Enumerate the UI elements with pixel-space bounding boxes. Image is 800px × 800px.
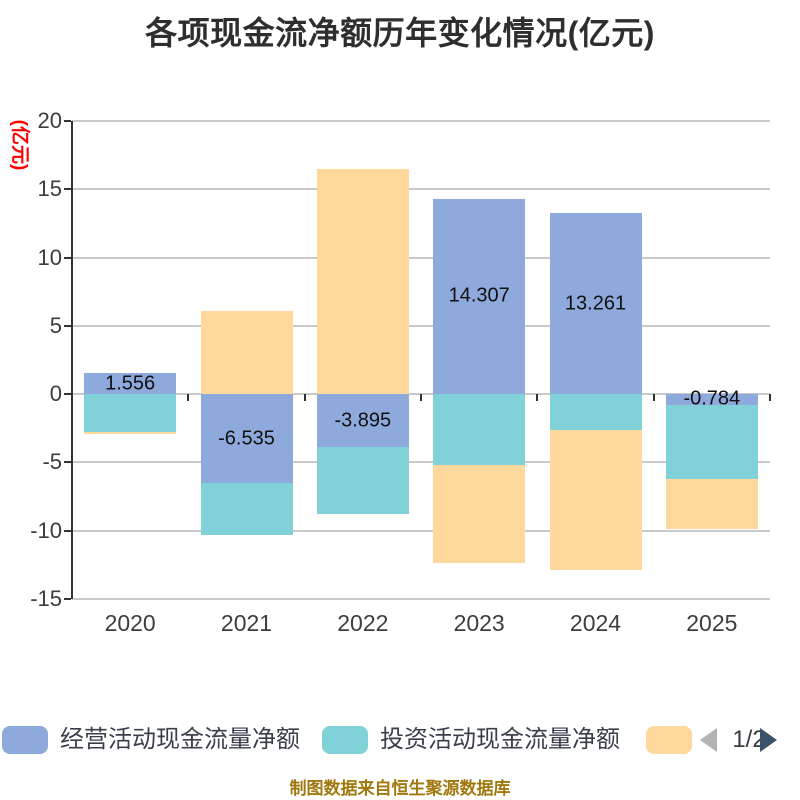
x-tick-label-2024: 2024 xyxy=(569,610,622,636)
y-tick-label--5: -5 xyxy=(42,449,62,475)
y-axis-tick xyxy=(64,461,71,464)
y-tick-label-15: 15 xyxy=(37,176,62,202)
bar-segment-2025-s2[interactable] xyxy=(665,404,758,479)
bar-segment-2024-s3[interactable] xyxy=(549,429,642,571)
legend: 经营活动现金流量净额 投资活动现金流量净额 1/2 xyxy=(0,726,800,754)
legend-label-operating[interactable]: 经营活动现金流量净额 xyxy=(60,726,300,753)
bar-segment-2022-s1[interactable] xyxy=(316,394,409,448)
x-tick-label-2020: 2020 xyxy=(104,610,156,636)
bar-segment-2020-s2[interactable] xyxy=(84,394,177,432)
bar-segment-2023-s3[interactable] xyxy=(433,465,526,564)
y-tick-label--15: -15 xyxy=(30,586,62,611)
gridline-15 xyxy=(72,188,770,191)
y-axis-tick xyxy=(64,256,71,259)
bar-value-label-2020: 1.556 xyxy=(105,372,156,395)
bar-value-label-2025: -0.784 xyxy=(683,387,741,410)
bar-segment-2022-s2[interactable] xyxy=(316,447,409,515)
x-axis-tick xyxy=(71,394,73,402)
legend-label-investing[interactable]: 投资活动现金流量净额 xyxy=(380,726,620,753)
bar-value-label-2021: -6.535 xyxy=(218,427,275,450)
x-tick-label-2021: 2021 xyxy=(220,610,273,636)
bar-segment-2020-s3[interactable] xyxy=(84,431,177,434)
y-tick-label-5: 5 xyxy=(49,312,62,338)
bar-segment-2021-s2[interactable] xyxy=(200,483,293,536)
gridline--15 xyxy=(72,598,770,600)
gridline--5 xyxy=(72,461,770,464)
x-axis-tick xyxy=(652,394,655,402)
chart-title: 各项现金流净额历年变化情况(亿元) xyxy=(145,15,655,51)
bar-segment-2021-s3[interactable] xyxy=(200,310,293,395)
bar-segment-2025-s1[interactable] xyxy=(665,394,758,405)
bar-segment-2022-s3[interactable] xyxy=(316,168,409,395)
y-axis-tick xyxy=(64,529,71,532)
legend-swatch-operating[interactable] xyxy=(2,726,48,754)
legend-swatch-series3[interactable] xyxy=(646,726,692,754)
bar-segment-2024-s1[interactable] xyxy=(549,213,642,395)
y-tick-label-20: 20 xyxy=(37,108,62,133)
y-axis-tick xyxy=(64,324,71,327)
data-source-note: 制图数据来自恒生聚源数据库 xyxy=(289,779,511,798)
x-tick-label-2023: 2023 xyxy=(453,610,505,636)
y-axis-tick xyxy=(64,598,71,600)
gridline-10 xyxy=(72,256,770,259)
bar-segment-2023-s1[interactable] xyxy=(433,198,526,395)
bar-value-label-2022: -3.895 xyxy=(334,409,392,432)
y-tick-label-0: 0 xyxy=(49,381,62,407)
bar-value-label-2023: 14.307 xyxy=(448,284,510,307)
x-axis-tick xyxy=(187,394,190,402)
y-tick-label--10: -10 xyxy=(30,517,62,543)
y-axis-tick xyxy=(64,120,71,122)
x-tick-label-2022: 2022 xyxy=(337,610,389,636)
y-axis-tick xyxy=(64,188,71,191)
x-axis-tick xyxy=(303,394,306,402)
bar-segment-2021-s1[interactable] xyxy=(200,394,293,484)
gridline-5 xyxy=(72,324,770,327)
gridline--10 xyxy=(72,529,770,532)
bar-value-label-2024: 13.261 xyxy=(564,292,627,315)
x-tick-label-2025: 2025 xyxy=(686,610,738,636)
legend-next-arrow-icon[interactable] xyxy=(760,728,777,752)
y-axis-tick xyxy=(64,393,71,396)
x-axis-tick xyxy=(536,394,539,402)
bar-segment-2024-s2[interactable] xyxy=(549,394,642,430)
bar-segment-2023-s2[interactable] xyxy=(433,394,526,466)
legend-swatch-investing[interactable] xyxy=(322,726,368,754)
legend-prev-arrow-icon[interactable] xyxy=(700,728,717,752)
y-tick-label-10: 10 xyxy=(37,244,62,270)
bar-segment-2025-s3[interactable] xyxy=(665,478,758,530)
gridline-20 xyxy=(72,120,770,122)
y-axis-line xyxy=(71,121,73,599)
x-axis-tick xyxy=(769,394,771,402)
bar-segment-2020-s1[interactable] xyxy=(84,372,177,395)
x-axis-tick xyxy=(420,394,422,402)
